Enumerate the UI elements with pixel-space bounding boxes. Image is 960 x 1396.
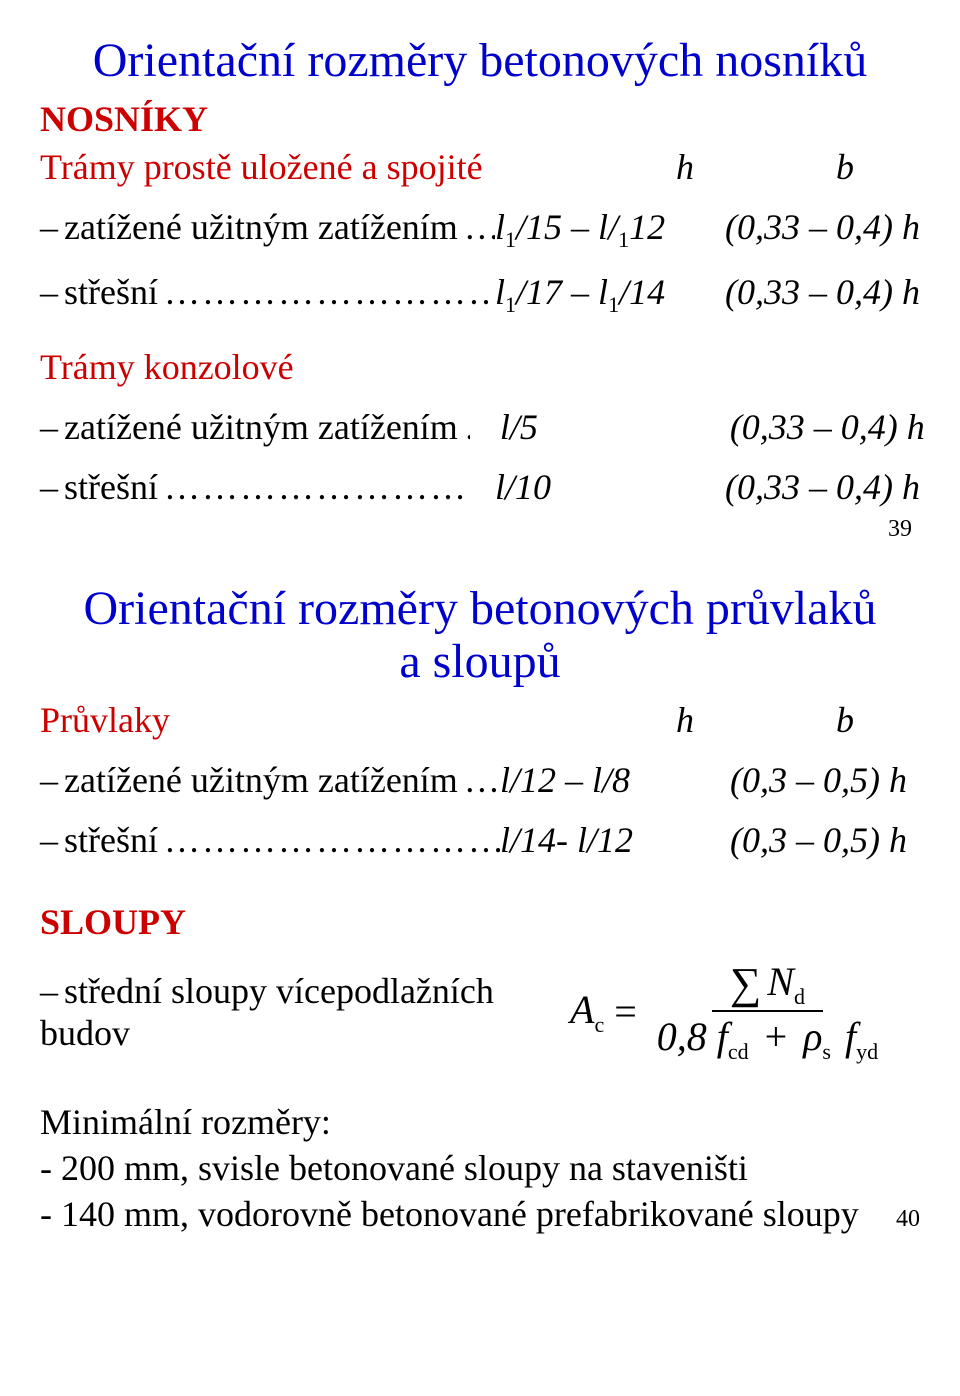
dash: – (40, 759, 64, 801)
slide1-row4: – střešní ………………………………………………………………… l/10… (40, 466, 920, 508)
row-b: (0,3 – 0,5) h (730, 759, 920, 801)
sloupy-label: –střední sloupy vícepodlažních budov (40, 970, 570, 1054)
row-label: zatížené užitným zatížením (64, 206, 458, 248)
slide1-row2: – střešní ………………………………………………………………… l1/1… (40, 271, 920, 318)
row-b: (0,33 – 0,4) h (725, 466, 920, 508)
row-label: zatížené užitným zatížením (64, 406, 458, 448)
slide1-title: Orientační rozměry betonových nosníků (40, 35, 920, 88)
slide1-group1: Trámy prostě uložené a spojité (40, 147, 483, 187)
row-h: l/10 (465, 466, 725, 508)
slide2-group1: Průvlaky (40, 700, 170, 740)
dots: ………………………………………………………………… (458, 206, 495, 248)
page-number-39: 39 (40, 516, 920, 543)
slide2-row2: – střešní ………………………………………………………………… l/14… (40, 819, 920, 861)
slide2-title: Orientační rozměry betonových průvlaků a… (40, 583, 920, 689)
min-line-1: - 200 mm, svisle betonované sloupy na st… (40, 1147, 920, 1189)
sloupy-row: –střední sloupy vícepodlažních budov Ac … (40, 961, 920, 1063)
row-b: (0,33 – 0,4) h (725, 206, 920, 248)
page-number-40: 40 (876, 1206, 920, 1233)
slide1-row3: – zatížené užitným zatížením ……………………………… (40, 406, 920, 448)
slide2-hb-header: Průvlaky h b (40, 699, 920, 741)
slide-40: Orientační rozměry betonových průvlaků a… (40, 583, 920, 1235)
col-b-label: b (780, 146, 910, 188)
row-h: l/12 – l/8 (500, 759, 730, 801)
col-h-label: h (590, 146, 780, 188)
slide1-hb-header: Trámy prostě uložené a spojité h b (40, 146, 920, 188)
dash: – (40, 819, 64, 861)
numerator: ∑ Nd (712, 961, 823, 1012)
row-label: střešní (64, 819, 158, 861)
row-label: střešní (64, 466, 158, 508)
row-h: l1/15 – l/112 (495, 206, 725, 253)
col-h-label: h (590, 699, 780, 741)
slide2-section2: SLOUPY (40, 901, 920, 943)
lhs: Ac (570, 986, 604, 1038)
slide1-row1: – zatížené užitným zatížením ……………………………… (40, 206, 920, 253)
ac-formula: Ac = ∑ Nd 0,8 fcd + ρs fyd (570, 961, 888, 1063)
row-b: (0,33 – 0,4) h (725, 271, 920, 313)
row-b: (0,3 – 0,5) h (730, 819, 920, 861)
row-label: zatížené užitným zatížením (64, 759, 458, 801)
min-text-2: - 140 mm, vodorovně betonované prefabrik… (40, 1193, 859, 1235)
dots: ………………………………………………………………… (158, 271, 495, 313)
row-h: l1/17 – l1/14 (495, 271, 725, 318)
col-b-label: b (780, 699, 910, 741)
dash: – (40, 466, 64, 508)
row-h: l/14- l/12 (500, 819, 730, 861)
denominator: 0,8 fcd + ρs fyd (647, 1012, 888, 1063)
dots: ………………………………………………………………… (458, 759, 500, 801)
slide1-section: NOSNÍKY (40, 98, 920, 140)
row-h: l/5 (470, 406, 730, 448)
row-b: (0,33 – 0,4) h (730, 406, 925, 448)
slide-39: Orientační rozměry betonových nosníků NO… (40, 35, 920, 543)
row-label: střešní (64, 271, 158, 313)
dash: – (40, 406, 64, 448)
fraction: ∑ Nd 0,8 fcd + ρs fyd (647, 961, 888, 1063)
sigma-icon: ∑ (730, 961, 767, 1007)
dash: – (40, 271, 64, 313)
equals: = (604, 988, 647, 1035)
min-text-1: - 200 mm, svisle betonované sloupy na st… (40, 1147, 748, 1189)
sloupy-text: střední sloupy vícepodlažních budov (40, 971, 494, 1053)
dots: ………………………………………………………………… (158, 466, 465, 508)
slide1-group2: Trámy konzolové (40, 346, 920, 388)
dash: – (40, 206, 64, 248)
min-label: Minimální rozměry: (40, 1101, 920, 1143)
slide2-row1: – zatížené užitným zatížením ……………………………… (40, 759, 920, 801)
dots: ………………………………………………………………… (158, 819, 500, 861)
min-line-2: - 140 mm, vodorovně betonované prefabrik… (40, 1193, 920, 1235)
dots: ………………………………………………………………… (458, 406, 470, 448)
